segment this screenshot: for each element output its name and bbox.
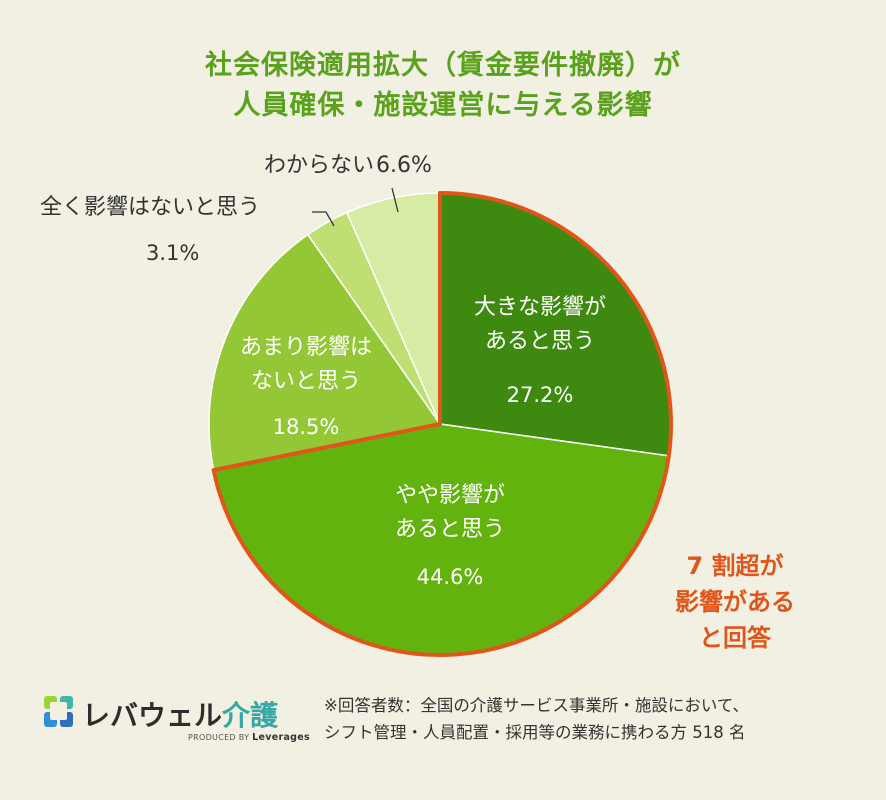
chart-title: 社会保険適用拡大（賃金要件撤廃）が 人員確保・施設運営に与える影響 <box>0 46 886 126</box>
slice-label: あまり影響は <box>240 335 372 360</box>
highlight-note-line-3: と回答 <box>699 624 771 652</box>
chart-title-line-1: 社会保険適用拡大（賃金要件撤廃）が <box>205 50 681 81</box>
slice-value-label: 18.5% <box>273 415 340 439</box>
pie-slice <box>439 192 672 457</box>
levwell-logo-icon <box>44 696 73 727</box>
leader-line <box>391 187 399 213</box>
logo-produced-by: PRODUCED BY Leverages <box>188 732 310 743</box>
highlight-outline <box>211 191 673 657</box>
slice-label: ないと思う <box>251 369 361 394</box>
respondent-note-line-1: ※回答者数：全国の介護サービス事業所・施設において、 <box>324 696 750 715</box>
logo-wordmark: レバウェル介護 <box>82 694 278 734</box>
chart-title-line-2: 人員確保・施設運営に与える影響 <box>233 90 653 121</box>
slice-label: やや影響が <box>395 483 505 508</box>
pie-slice <box>208 233 442 472</box>
slice-label: 全く影響はないと思う <box>40 195 260 220</box>
slice-label: 大きな影響が <box>474 295 606 320</box>
respondent-note: ※回答者数：全国の介護サービス事業所・施設において、 シフト管理・人員配置・採用… <box>324 692 749 746</box>
logo-produced-by-label: PRODUCED BY <box>188 733 250 742</box>
slice-value-label: 44.6% <box>417 565 484 589</box>
slice-label: あると思う <box>485 329 595 354</box>
slice-value-label: 6.6% <box>376 153 432 178</box>
slice-label: あると思う <box>395 517 505 542</box>
slice-label: わからない <box>264 153 374 178</box>
logo-text-main: レバウェル <box>82 699 223 732</box>
slice-value-label: 27.2% <box>507 383 574 407</box>
logo-brand: Leverages <box>252 732 310 743</box>
leader-line <box>312 211 335 227</box>
highlight-note: 7 割超が 影響がある と回答 <box>660 548 810 656</box>
respondent-note-line-2: シフト管理・人員配置・採用等の業務に携わる方 518 名 <box>324 723 746 742</box>
logo-text-kaigo: 介護 <box>222 699 279 732</box>
highlight-note-line-1: 7 割超が <box>686 552 784 580</box>
highlight-note-line-2: 影響がある <box>675 588 795 616</box>
slice-value-label: 3.1% <box>146 241 199 265</box>
